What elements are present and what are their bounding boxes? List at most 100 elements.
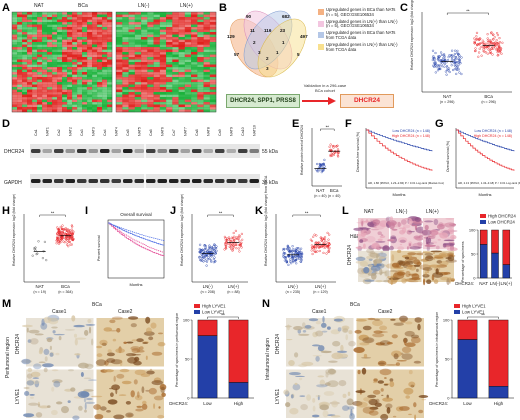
data-point (434, 60, 437, 63)
heat-cell (184, 87, 192, 90)
heat-cell (184, 107, 192, 110)
heat-cell (166, 89, 173, 93)
data-point (59, 225, 62, 229)
heat-cell (141, 104, 148, 108)
tissue-blob (361, 367, 367, 375)
tissue-blob (348, 330, 353, 335)
heat-cell (37, 34, 43, 38)
tissue-blob (404, 342, 416, 347)
heat-cell (62, 107, 68, 110)
tissue-blob (158, 406, 161, 409)
heat-cell (147, 17, 154, 20)
heat-cell (32, 62, 38, 65)
sig-label: ** (466, 9, 470, 14)
heat-cell (82, 42, 88, 45)
heat-cell (22, 34, 28, 38)
data-point (210, 259, 213, 262)
heat-cell (107, 72, 113, 75)
y-axis-label: Percentage of specimens in intratumoral … (435, 312, 439, 387)
heat-cell (77, 19, 83, 23)
heat-cell (12, 109, 18, 113)
heat-cell (37, 82, 43, 85)
heat-cell (42, 34, 48, 38)
heat-cell (147, 74, 154, 78)
heat-cell (184, 69, 192, 73)
blot-band-gapdh (123, 179, 133, 183)
heat-cell (209, 82, 217, 85)
tissue-blob (88, 379, 98, 381)
tissue-blob (377, 238, 383, 242)
data-point (230, 247, 233, 250)
heat-cell (166, 14, 173, 18)
data-point (37, 240, 40, 243)
data-point (213, 243, 216, 246)
heat-cell (178, 22, 185, 25)
heat-cell (128, 52, 135, 55)
tissue-blob (373, 378, 378, 382)
tissue-blob (408, 218, 413, 226)
tissue-blob (118, 394, 127, 396)
x-n-label: (n = 40) (328, 194, 341, 198)
data-point (321, 237, 324, 240)
heat-cell (52, 39, 58, 43)
tissue-blob (106, 358, 116, 363)
bar-low-dhcr24 (502, 264, 511, 279)
tissue-blob (413, 360, 422, 364)
x-n-label: (n = 129) (313, 290, 327, 294)
heat-cell (67, 77, 73, 80)
heat-cell (107, 62, 113, 65)
wb-size-1: 55 kDa (262, 149, 278, 155)
heat-cell (32, 27, 38, 30)
heat-cell (178, 49, 185, 53)
tissue-blob (94, 414, 104, 420)
data-point (457, 63, 460, 66)
heat-cell (166, 27, 173, 30)
heat-cell (47, 87, 53, 90)
legend-swatch-4 (318, 43, 324, 50)
heat-cell (209, 59, 217, 63)
heat-cell (42, 67, 48, 70)
tissue-blob (96, 353, 103, 358)
data-point (316, 162, 319, 166)
heat-cell (209, 109, 217, 113)
panel-label-f: F (345, 118, 352, 130)
heat-cell (147, 47, 154, 50)
heat-cell (72, 29, 78, 33)
panel-label-n: N (262, 298, 270, 310)
tissue-blob (432, 241, 438, 244)
heat-cell (203, 17, 210, 20)
lane-label: Ca2 (57, 129, 61, 136)
data-point (66, 229, 69, 232)
heat-cell (184, 52, 192, 55)
tissue-blob (113, 375, 116, 382)
heat-cell (184, 47, 192, 50)
tissue-blob (444, 237, 453, 239)
heat-cell (128, 62, 135, 65)
heat-cell (82, 74, 88, 78)
x-tick-label: BCa (330, 188, 339, 193)
data-point (328, 233, 331, 236)
heat-cell (37, 92, 43, 95)
heat-cell (87, 49, 93, 53)
heat-cell (37, 87, 43, 90)
sig-label: ** (221, 313, 225, 318)
heat-cell (159, 49, 167, 53)
blot-band-gapdh (88, 179, 98, 183)
m-row-dhcr24: DHCR24 (15, 333, 21, 354)
heat-cell (153, 14, 160, 18)
heat-cell (32, 82, 38, 85)
heat-cell (159, 69, 167, 73)
data-point (310, 246, 314, 249)
lane-label: NAT1 (45, 127, 49, 136)
heat-cell (159, 74, 167, 78)
tissue-blob (443, 239, 455, 242)
heat-cell (57, 84, 63, 88)
heat-cell (22, 44, 28, 48)
heat-cell (153, 12, 160, 15)
heat-cell (92, 34, 98, 38)
heat-cell (141, 32, 148, 35)
data-point (285, 260, 288, 263)
heat-cell (32, 104, 38, 108)
heat-cell (191, 12, 198, 15)
